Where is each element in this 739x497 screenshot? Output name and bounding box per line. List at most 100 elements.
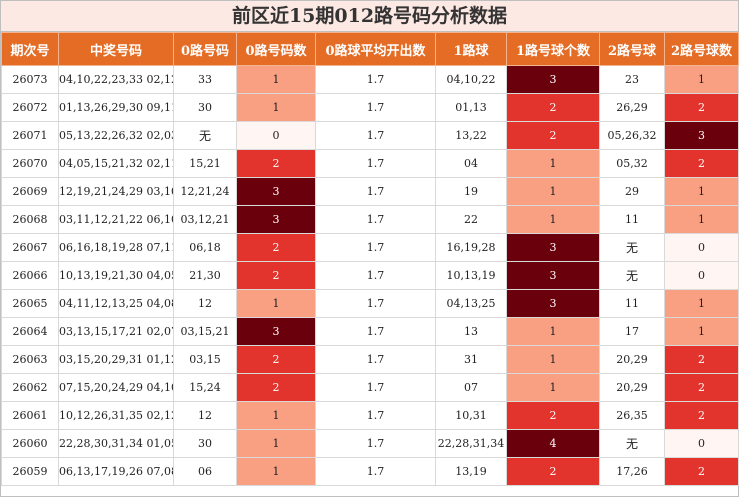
route1-cell: 07 bbox=[435, 373, 507, 402]
route0-avg-cell: 1.7 bbox=[315, 457, 436, 486]
route2-count-cell: 1 bbox=[664, 317, 739, 346]
route1-count-cell: 4 bbox=[506, 429, 600, 458]
numbers-cell: 07,15,20,24,29 04,10 bbox=[58, 373, 174, 402]
route2-cell: 05,26,32 bbox=[599, 121, 665, 150]
issue-cell: 26065 bbox=[1, 289, 59, 318]
route0-cell: 30 bbox=[173, 93, 237, 122]
route2-count-cell: 1 bbox=[664, 289, 739, 318]
table-row: 26062 07,15,20,24,29 04,10 15,24 2 1.7 07 1 20,… bbox=[1, 373, 739, 402]
route0-count-cell: 1 bbox=[236, 93, 316, 122]
route0-avg-cell: 1.7 bbox=[315, 429, 436, 458]
table-row: 26068 03,11,12,21,22 06,10 03,12,21 3 1.7 22 1… bbox=[1, 205, 739, 234]
route2-cell: 26,35 bbox=[599, 401, 665, 430]
table-row: 26061 10,12,26,31,35 02,12 12 1 1.7 10,31 2 26,… bbox=[1, 401, 739, 430]
route0-avg-cell: 1.7 bbox=[315, 373, 436, 402]
route0-count-cell: 0 bbox=[236, 121, 316, 150]
numbers-cell: 04,10,22,23,33 02,12 bbox=[58, 65, 174, 94]
route0-count-cell: 1 bbox=[236, 457, 316, 486]
route2-count-cell: 2 bbox=[664, 457, 739, 486]
route0-avg-cell: 1.7 bbox=[315, 93, 436, 122]
route0-count-cell: 2 bbox=[236, 261, 316, 290]
route1-cell: 16,19,28 bbox=[435, 233, 507, 262]
route1-cell: 31 bbox=[435, 345, 507, 374]
issue-cell: 26064 bbox=[1, 317, 59, 346]
route2-cell: 11 bbox=[599, 289, 665, 318]
route0-cell: 12,21,24 bbox=[173, 177, 237, 206]
table-row: 26064 03,13,15,17,21 02,07 03,15,21 3 1.7 13 1… bbox=[1, 317, 739, 346]
route0-cell: 30 bbox=[173, 429, 237, 458]
table-row: 26060 22,28,30,31,34 01,05 30 1 1.7 22,28,31,… bbox=[1, 429, 739, 458]
route2-cell: 11 bbox=[599, 205, 665, 234]
numbers-cell: 03,13,15,17,21 02,07 bbox=[58, 317, 174, 346]
route1-cell: 13 bbox=[435, 317, 507, 346]
table-row: 26072 01,13,26,29,30 09,11 30 1 1.7 01,13 2 26,… bbox=[1, 93, 739, 122]
col-header-route1: 1路球 bbox=[435, 32, 507, 66]
col-header-route0-avg: 0路球平均开出数 bbox=[315, 32, 436, 66]
col-header-issue: 期次号 bbox=[1, 32, 59, 66]
route0-avg-cell: 1.7 bbox=[315, 149, 436, 178]
route0-cell: 03,12,21 bbox=[173, 205, 237, 234]
header-row: 期次号 中奖号码 0路号码 0路号码数 0路球平均开出数 1路球 1路号球个数 … bbox=[1, 32, 739, 66]
route2-count-cell: 1 bbox=[664, 65, 739, 94]
route0-count-cell: 3 bbox=[236, 177, 316, 206]
issue-cell: 26072 bbox=[1, 93, 59, 122]
route2-count-cell: 2 bbox=[664, 345, 739, 374]
numbers-cell: 03,11,12,21,22 06,10 bbox=[58, 205, 174, 234]
route0-avg-cell: 1.7 bbox=[315, 345, 436, 374]
route0-avg-cell: 1.7 bbox=[315, 177, 436, 206]
route0-avg-cell: 1.7 bbox=[315, 401, 436, 430]
route0-avg-cell: 1.7 bbox=[315, 121, 436, 150]
route1-count-cell: 1 bbox=[506, 345, 600, 374]
route2-count-cell: 0 bbox=[664, 233, 739, 262]
col-header-route2-count: 2路号球数 bbox=[664, 32, 739, 66]
route0-cell: 21,30 bbox=[173, 261, 237, 290]
route2-cell: 05,32 bbox=[599, 149, 665, 178]
route2-cell: 无 bbox=[599, 233, 665, 262]
table-row: 26063 03,15,20,29,31 01,12 03,15 2 1.7 31 1 20,… bbox=[1, 345, 739, 374]
route2-cell: 23 bbox=[599, 65, 665, 94]
issue-cell: 26059 bbox=[1, 457, 59, 486]
route2-cell: 无 bbox=[599, 261, 665, 290]
route0-cell: 06 bbox=[173, 457, 237, 486]
route1-cell: 01,13 bbox=[435, 93, 507, 122]
route2-cell: 17 bbox=[599, 317, 665, 346]
route2-cell: 20,29 bbox=[599, 345, 665, 374]
route0-count-cell: 1 bbox=[236, 401, 316, 430]
route2-count-cell: 2 bbox=[664, 373, 739, 402]
issue-cell: 26060 bbox=[1, 429, 59, 458]
numbers-cell: 06,16,18,19,28 07,11 bbox=[58, 233, 174, 262]
col-header-route1-count: 1路号球个数 bbox=[506, 32, 600, 66]
route1-cell: 10,31 bbox=[435, 401, 507, 430]
route0-count-cell: 3 bbox=[236, 317, 316, 346]
route1-count-cell: 2 bbox=[506, 121, 600, 150]
route0-count-cell: 2 bbox=[236, 233, 316, 262]
numbers-cell: 10,12,26,31,35 02,12 bbox=[58, 401, 174, 430]
col-header-route0: 0路号码 bbox=[173, 32, 237, 66]
issue-cell: 26061 bbox=[1, 401, 59, 430]
route0-avg-cell: 1.7 bbox=[315, 205, 436, 234]
route2-count-cell: 3 bbox=[664, 121, 739, 150]
route0-count-cell: 2 bbox=[236, 373, 316, 402]
route1-count-cell: 2 bbox=[506, 457, 600, 486]
issue-cell: 26062 bbox=[1, 373, 59, 402]
route1-count-cell: 3 bbox=[506, 261, 600, 290]
numbers-cell: 01,13,26,29,30 09,11 bbox=[58, 93, 174, 122]
issue-cell: 26069 bbox=[1, 177, 59, 206]
issue-cell: 26071 bbox=[1, 121, 59, 150]
route1-count-cell: 3 bbox=[506, 289, 600, 318]
route0-cell: 无 bbox=[173, 121, 237, 150]
route2-cell: 29 bbox=[599, 177, 665, 206]
route0-count-cell: 1 bbox=[236, 289, 316, 318]
issue-cell: 26063 bbox=[1, 345, 59, 374]
numbers-cell: 04,11,12,13,25 04,08 bbox=[58, 289, 174, 318]
route0-cell: 12 bbox=[173, 289, 237, 318]
table-row: 26071 05,13,22,26,32 02,03 无 0 1.7 13,22 2 05,2… bbox=[1, 121, 739, 150]
table-row: 26067 06,16,18,19,28 07,11 06,18 2 1.7 16,19,… bbox=[1, 233, 739, 262]
col-header-route2: 2路号球 bbox=[599, 32, 665, 66]
numbers-cell: 03,15,20,29,31 01,12 bbox=[58, 345, 174, 374]
route1-count-cell: 2 bbox=[506, 93, 600, 122]
numbers-cell: 10,13,19,21,30 04,05 bbox=[58, 261, 174, 290]
route1-cell: 13,22 bbox=[435, 121, 507, 150]
route1-cell: 04,13,25 bbox=[435, 289, 507, 318]
